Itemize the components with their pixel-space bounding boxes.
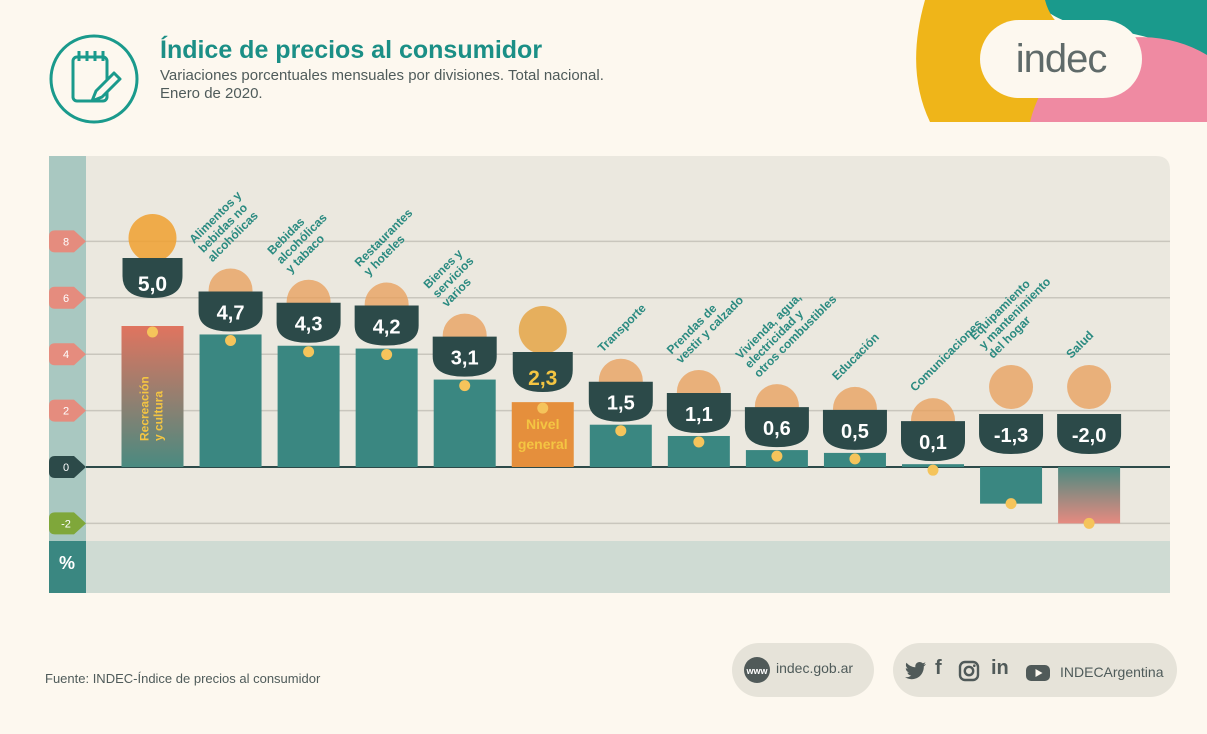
y-tick-badge [49, 456, 86, 478]
page-subtitle-date: Enero de 2020. [160, 85, 263, 102]
bar-value-label: 4,3 [295, 314, 323, 336]
bar-dot [615, 425, 627, 437]
bar [433, 379, 496, 467]
value-badge [512, 352, 573, 392]
value-badge [122, 258, 183, 298]
category-label: Recreacióny cultura [138, 376, 166, 441]
bar [355, 348, 418, 467]
bar-value-label: 1,5 [607, 393, 635, 415]
www-badge-text: www [745, 666, 768, 676]
value-badge [198, 291, 263, 332]
bar [980, 467, 1043, 504]
value-badge [979, 414, 1044, 454]
bar-dot [147, 326, 158, 338]
bar-value-label: -2,0 [1072, 425, 1106, 447]
notepad-pencil-icon [49, 34, 139, 124]
logo-pill [980, 20, 1142, 98]
bar-dot [1083, 517, 1095, 529]
unit-box [49, 541, 86, 593]
bar-dot [459, 380, 471, 392]
sun-basket-icon [128, 214, 177, 262]
bar-value-label: 3,1 [451, 348, 479, 370]
shopping-bag-icon [518, 306, 567, 354]
bar-value-label: 0,5 [841, 421, 869, 443]
y-tick-label: 4 [63, 349, 69, 361]
bar-dot [849, 453, 861, 465]
bar-value-label: 1,1 [685, 404, 713, 426]
y-tick-badge [49, 230, 86, 253]
y-tick-label: 2 [63, 406, 69, 418]
category-label-line: Recreación [138, 376, 152, 441]
social-handle[interactable]: INDECArgentina [1060, 664, 1164, 680]
bar-dot [537, 402, 549, 414]
y-tick-label: -2 [61, 518, 71, 530]
washing-machine-icon [989, 365, 1034, 409]
value-badge [666, 392, 731, 433]
bar-dot [1005, 498, 1017, 510]
bar-dot [225, 334, 237, 346]
bar-value-label: 5,0 [138, 273, 167, 296]
y-tick-badge [49, 399, 86, 422]
value-badge [1057, 414, 1122, 454]
first-aid-kit-icon [1067, 365, 1112, 409]
page-title: Índice de precios al consumidor [160, 36, 543, 64]
value-badge [588, 381, 653, 422]
bar-value-label: 2,3 [528, 367, 557, 390]
www-icon: www [744, 657, 770, 683]
bar-dot [771, 450, 783, 462]
bar [121, 326, 184, 467]
category-label-line: y cultura [152, 391, 166, 441]
value-badge [276, 302, 341, 343]
value-badge [432, 336, 497, 377]
bar-value-label: -1,3 [994, 425, 1028, 447]
bar [199, 334, 262, 467]
y-tick-label: 8 [63, 236, 69, 248]
linkedin-icon[interactable]: in [991, 657, 1009, 679]
bar-dot [693, 436, 705, 448]
value-badge [822, 409, 887, 450]
y-tick-label: 6 [63, 293, 69, 305]
bar-value-label: 0,6 [763, 418, 791, 440]
bar [1058, 467, 1121, 524]
y-tick-badge [49, 286, 86, 309]
bar-value-label: 4,2 [373, 317, 401, 339]
twitter-icon[interactable] [905, 662, 927, 680]
y-axis-unit: % [59, 553, 75, 573]
y-tick-badge [49, 512, 86, 535]
source-note: Fuente: INDEC-Índice de precios al consu… [45, 671, 321, 686]
category-label: general [518, 436, 568, 452]
y-tick-badge [49, 343, 86, 366]
bar-chart: % 8 6 4 2 0 -2 5,0 4,7 4,3 4,2 3,1 2,3 1,5 1,1 0,6 0,5… [49, 156, 1170, 593]
value-badge [354, 305, 419, 346]
bar-dot [927, 464, 939, 476]
website-link[interactable]: indec.gob.ar [776, 660, 854, 676]
bar-value-label: 0,1 [919, 432, 947, 454]
category-label: Nivel [526, 416, 559, 432]
bar [277, 345, 340, 467]
youtube-icon[interactable] [1026, 664, 1050, 682]
bar-dot [303, 346, 315, 358]
bar-dot [381, 349, 393, 361]
page-subtitle: Variaciones porcentuales mensuales por d… [160, 67, 604, 84]
instagram-icon[interactable] [958, 660, 980, 682]
bar-value-label: 4,7 [217, 302, 245, 324]
plot-bottom-band-curve [86, 537, 1170, 593]
indec-logo: indec [1015, 37, 1108, 81]
y-tick-label: 0 [63, 462, 69, 474]
value-badge [744, 407, 809, 448]
value-badge [901, 421, 965, 462]
facebook-icon[interactable]: f [935, 657, 942, 679]
